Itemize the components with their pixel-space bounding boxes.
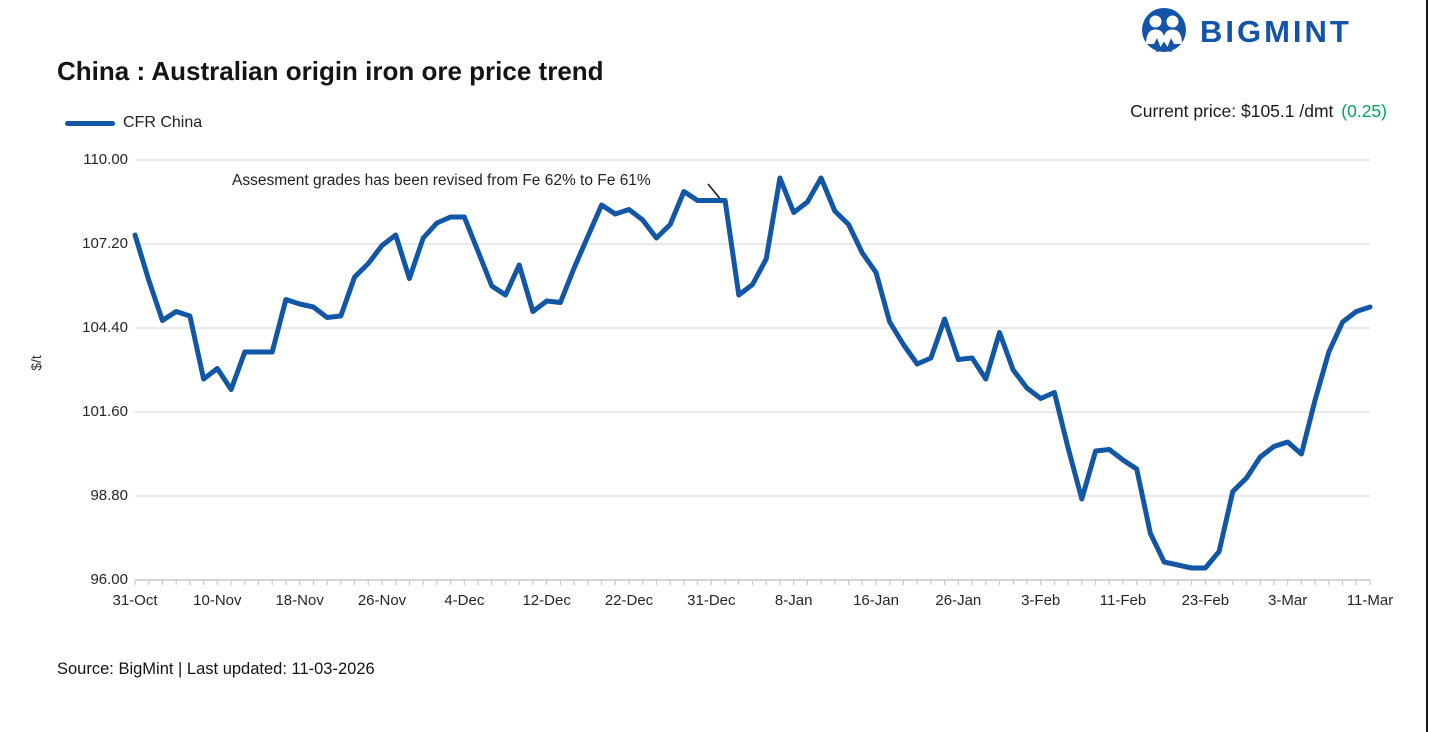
x-tick-label: 3-Mar [1268, 592, 1308, 609]
x-tick-label: 4-Dec [444, 592, 485, 609]
chart-annotation: Assesment grades has been revised from F… [232, 172, 651, 189]
current-price: Current price: $105.1 /dmt (0.25) [1130, 101, 1387, 122]
x-tick-label: 23-Feb [1181, 592, 1230, 609]
y-tick-label: 107.20 [82, 235, 128, 252]
bigmint-logo-text: BIGMINT [1200, 14, 1352, 49]
x-tick-label: 3-Feb [1021, 592, 1061, 609]
page-title: China : Australian origin iron ore price… [57, 56, 604, 86]
y-tick-label: 110.00 [83, 151, 128, 168]
x-tick-label: 11-Feb [1099, 592, 1147, 609]
x-tick-label: 8-Jan [774, 592, 813, 609]
x-tick-label: 18-Nov [275, 592, 324, 609]
current-price-label: Current price: $105.1 /dmt [1130, 101, 1334, 121]
window-right-border [1426, 0, 1428, 732]
price-change-badge: (0.25) [1341, 101, 1387, 121]
legend-line-swatch [65, 120, 115, 126]
y-tick-label: 98.80 [90, 487, 128, 504]
cfr-china-price-line [132, 175, 1373, 571]
legend-label: CFR China [123, 114, 203, 131]
x-tick-label: 26-Jan [935, 592, 982, 609]
x-tick-label: 10-Nov [193, 592, 242, 609]
x-tick-label: 16-Jan [853, 592, 899, 609]
y-tick-label: 104.40 [82, 319, 128, 336]
y-axis-title: $/t [28, 355, 44, 371]
y-tick-label: 101.60 [82, 403, 128, 420]
x-tick-label: 12-Dec [522, 592, 571, 609]
y-tick-label: 96.00 [90, 571, 128, 588]
x-tick-label: 22-Dec [604, 592, 654, 609]
bigmint-logo: BIGMINT [1138, 6, 1352, 58]
legend: CFR China [65, 114, 202, 132]
x-tick-label: 31-Dec [687, 592, 736, 609]
bigmint-logo-icon [1142, 8, 1186, 52]
x-tick-label: 31-Oct [112, 592, 158, 609]
source-note: Source: BigMint | Last updated: 11-03-20… [57, 660, 375, 678]
x-tick-label: 11-Mar [1346, 592, 1394, 609]
x-tick-label: 26-Nov [357, 592, 407, 609]
